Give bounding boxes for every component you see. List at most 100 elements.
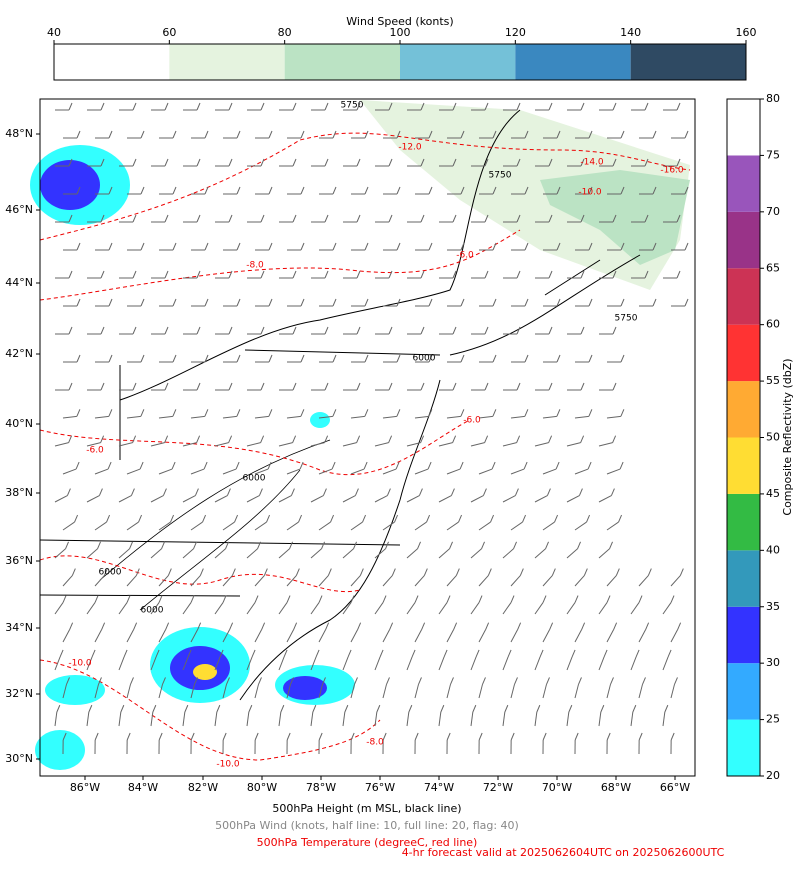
barb-feather bbox=[420, 102, 425, 111]
barb-feather bbox=[674, 677, 678, 685]
barb bbox=[286, 521, 299, 531]
barb bbox=[566, 495, 580, 503]
lon-label: 76°W bbox=[365, 781, 395, 794]
temperature-label: -14.0 bbox=[580, 158, 604, 168]
barb-feather bbox=[354, 488, 359, 496]
barb bbox=[222, 468, 237, 475]
barb-feather bbox=[652, 186, 657, 195]
colorbar-tick-label: 80 bbox=[278, 26, 292, 39]
barb-feather bbox=[100, 435, 105, 443]
barb-feather bbox=[324, 102, 329, 111]
barb-feather bbox=[568, 704, 573, 713]
barb bbox=[510, 415, 525, 419]
barb-feather bbox=[292, 158, 297, 167]
contour-labels: 5750 5750 5750 6000 6000 6000 6000 -12.0 -14.0 -1… bbox=[68, 101, 684, 770]
barb-feather bbox=[492, 186, 497, 195]
barb bbox=[470, 495, 484, 503]
barb bbox=[630, 656, 637, 671]
barb-feather bbox=[140, 186, 145, 195]
barb-feather bbox=[108, 409, 113, 417]
barb-feather bbox=[414, 595, 419, 603]
barb-feather bbox=[76, 298, 81, 307]
barb-feather bbox=[510, 732, 515, 741]
barb bbox=[350, 468, 365, 475]
barb-feather bbox=[300, 409, 305, 417]
barb-feather bbox=[68, 326, 73, 335]
barb-feather bbox=[204, 186, 209, 195]
barb-feather bbox=[620, 130, 625, 139]
height-label: 6000 bbox=[141, 606, 164, 616]
colorbar-tick-label: 120 bbox=[505, 26, 526, 39]
barb-feather bbox=[620, 409, 625, 417]
barb bbox=[190, 684, 195, 699]
barb-feather bbox=[391, 568, 396, 576]
barb bbox=[318, 521, 331, 531]
barb-feather bbox=[408, 704, 413, 713]
barb-feather bbox=[300, 186, 305, 195]
barb-feather bbox=[260, 326, 265, 335]
lat-label: 40°N bbox=[5, 417, 33, 430]
barb-feather bbox=[231, 568, 236, 576]
barb-feather bbox=[76, 409, 81, 417]
barb bbox=[382, 629, 391, 643]
lon-label: 86°W bbox=[70, 781, 100, 794]
top-colorbar-title: Wind Speed (konts) bbox=[346, 15, 453, 28]
barb-feather bbox=[354, 677, 358, 685]
barb-feather bbox=[234, 514, 239, 523]
barb-feather bbox=[548, 270, 553, 279]
barb bbox=[126, 415, 141, 419]
barb-feather bbox=[492, 242, 497, 251]
barb-feather bbox=[132, 214, 137, 223]
barb bbox=[566, 602, 576, 615]
barb bbox=[350, 684, 355, 699]
barb-feather bbox=[580, 382, 585, 391]
barb-feather bbox=[517, 622, 522, 630]
colorbar-segment bbox=[727, 663, 760, 720]
barb-feather bbox=[133, 622, 138, 630]
lat-label: 42°N bbox=[5, 347, 33, 360]
barb bbox=[510, 575, 521, 587]
lat-label: 30°N bbox=[5, 752, 33, 765]
barb-feather bbox=[388, 382, 393, 391]
barb bbox=[118, 602, 128, 615]
barb-feather bbox=[548, 382, 553, 391]
barb bbox=[566, 442, 581, 447]
barb-feather bbox=[194, 488, 199, 496]
barb-feather bbox=[620, 186, 625, 195]
barb-feather bbox=[588, 186, 593, 195]
barb-feather bbox=[588, 298, 593, 307]
barb-feather bbox=[548, 102, 553, 111]
colorbar-segment bbox=[727, 550, 760, 607]
barb bbox=[638, 575, 649, 587]
barb bbox=[246, 495, 260, 503]
barb-feather bbox=[357, 622, 362, 630]
barb-feather bbox=[268, 186, 273, 195]
colorbar-segment bbox=[284, 44, 400, 80]
barb-feather bbox=[449, 541, 453, 549]
barb bbox=[478, 575, 489, 587]
barb bbox=[182, 495, 196, 503]
barb-feather bbox=[556, 409, 561, 417]
barb-feather bbox=[228, 214, 233, 223]
barb-feather bbox=[172, 130, 177, 139]
barb-feather bbox=[536, 704, 541, 713]
barb bbox=[478, 684, 483, 699]
barb-feather bbox=[286, 732, 291, 741]
barb-feather bbox=[612, 382, 617, 391]
barb bbox=[150, 602, 160, 615]
barb bbox=[574, 468, 589, 475]
barb-feather bbox=[300, 242, 305, 251]
barb-feather bbox=[62, 595, 67, 603]
barb-feather bbox=[332, 409, 337, 417]
barb-feather bbox=[132, 435, 137, 443]
barb-feather bbox=[478, 732, 483, 741]
barb-feather bbox=[482, 677, 486, 685]
barb-feather bbox=[260, 102, 265, 111]
barb bbox=[158, 575, 169, 587]
lat-label: 38°N bbox=[5, 486, 33, 499]
barb-feather bbox=[266, 514, 271, 523]
barb-feather bbox=[228, 158, 233, 167]
barb bbox=[62, 415, 77, 419]
barb bbox=[566, 712, 570, 727]
barb-feather bbox=[620, 242, 625, 251]
